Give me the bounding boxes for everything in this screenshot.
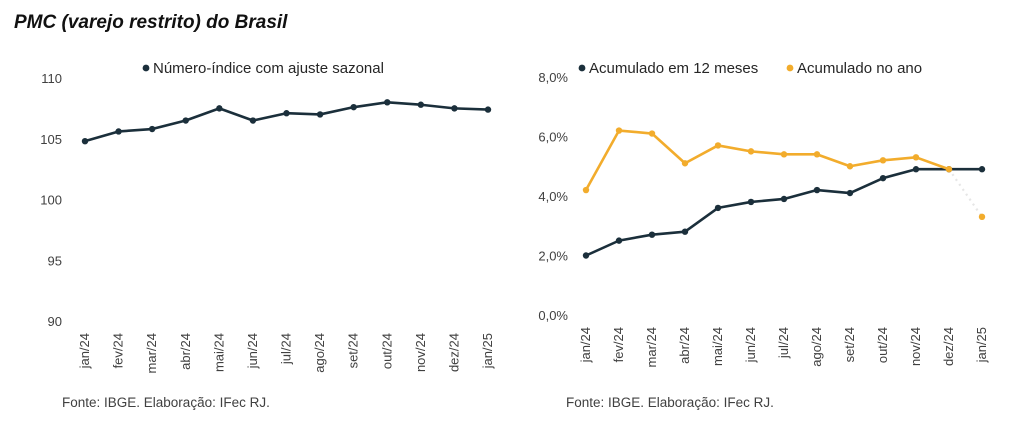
x-tick-label: jan/24	[578, 327, 593, 363]
x-tick-label: jan/24	[77, 333, 92, 369]
data-point	[714, 142, 722, 149]
data-point	[879, 174, 887, 182]
data-point	[615, 127, 623, 134]
data-point	[780, 151, 788, 158]
data-point	[978, 213, 986, 221]
legend-marker	[142, 64, 150, 72]
x-tick-label: ago/24	[809, 327, 824, 367]
data-point	[681, 160, 689, 167]
data-point	[714, 204, 722, 212]
source-note-left: Fonte: IBGE. Elaboração: IFec RJ.	[62, 395, 270, 410]
x-tick-label: fev/24	[111, 333, 126, 368]
data-point	[813, 151, 821, 158]
data-point	[681, 228, 689, 235]
x-tick-label: nov/24	[413, 333, 428, 372]
data-point	[148, 125, 156, 133]
data-point	[283, 110, 290, 117]
chart-svg-index: 110 105 100 95 90 jan/24 fev/24 mar/24 abr/24 mai…	[40, 60, 495, 373]
series-line-projection	[948, 168, 983, 218]
data-point	[81, 137, 89, 145]
data-point	[582, 252, 590, 259]
data-point	[451, 105, 458, 112]
data-point	[384, 99, 391, 106]
data-point	[813, 186, 821, 194]
data-point	[846, 163, 854, 170]
x-tick-label: dez/24	[446, 333, 461, 372]
y-tick-label: 6,0%	[538, 130, 568, 145]
data-point	[648, 130, 656, 137]
y-tick-label: 8,0%	[538, 70, 568, 85]
data-point	[945, 166, 953, 173]
x-tick-label: ago/24	[312, 333, 327, 373]
x-tick-label: fev/24	[611, 327, 626, 362]
legend-marker	[786, 64, 794, 72]
x-tick-label: dez/24	[941, 327, 956, 366]
y-tick-label: 110	[41, 71, 62, 86]
data-point	[780, 195, 788, 203]
chart-accumulated: 8,0% 6,0% 4,0% 2,0% 0,0% jan/24 fev/24 mar/24 ab…	[512, 55, 1024, 385]
data-point	[182, 117, 189, 124]
series-line	[585, 167, 982, 257]
data-point	[912, 154, 920, 161]
data-point	[216, 105, 223, 112]
legend-label: Acumulado no ano	[797, 60, 922, 77]
chart-retail-index: 110 105 100 95 90 jan/24 fev/24 mar/24 abr/24 mai…	[0, 55, 512, 385]
x-tick-label: jan/25	[974, 327, 989, 363]
data-point	[747, 198, 755, 206]
data-point	[912, 166, 920, 173]
data-point	[249, 117, 257, 124]
data-point	[582, 186, 590, 194]
x-tick-label: mar/24	[144, 333, 159, 373]
x-tick-label: mai/24	[211, 333, 226, 372]
legend-label: Acumulado em 12 meses	[589, 60, 758, 77]
y-tick-label: 90	[48, 314, 62, 329]
y-tick-label: 95	[48, 253, 62, 268]
x-tick-label: jul/24	[776, 327, 791, 359]
data-point	[879, 157, 887, 164]
y-tick-label: 2,0%	[538, 249, 568, 264]
x-tick-label: nov/24	[908, 327, 923, 366]
legend-marker	[578, 64, 586, 72]
data-point	[115, 128, 122, 135]
source-note-right: Fonte: IBGE. Elaboração: IFec RJ.	[566, 395, 774, 410]
data-point	[615, 237, 623, 244]
x-tick-label: abr/24	[178, 333, 193, 370]
x-tick-label: mai/24	[710, 327, 725, 366]
data-point	[316, 111, 324, 118]
y-tick-label: 100	[40, 193, 62, 208]
data-point	[846, 189, 854, 197]
x-tick-label: out/24	[875, 327, 890, 363]
data-point	[978, 166, 986, 173]
x-tick-label: out/24	[379, 333, 394, 369]
data-point	[747, 148, 755, 155]
page-title: PMC (varejo restrito) do Brasil	[14, 12, 288, 33]
x-tick-label: jul/24	[279, 333, 294, 365]
chart-svg-accumulated: 8,0% 6,0% 4,0% 2,0% 0,0% jan/24 fev/24 mar/24 ab…	[538, 60, 989, 367]
data-point	[350, 103, 357, 111]
x-tick-label: jan/25	[480, 333, 495, 369]
x-tick-label: jun/24	[743, 327, 758, 363]
y-tick-label: 105	[40, 132, 62, 147]
x-tick-label: mar/24	[644, 327, 659, 367]
series-line	[84, 100, 489, 143]
y-tick-label: 0,0%	[538, 308, 568, 323]
x-tick-label: abr/24	[677, 327, 692, 364]
series-line	[584, 129, 950, 191]
x-tick-label: jun/24	[245, 333, 260, 369]
x-tick-label: set/24	[346, 333, 361, 368]
y-tick-label: 4,0%	[538, 189, 568, 204]
x-tick-label: set/24	[842, 327, 857, 362]
data-point	[648, 231, 656, 238]
data-point	[484, 106, 492, 113]
data-point	[417, 101, 425, 108]
legend-label: Número-índice com ajuste sazonal	[153, 60, 384, 77]
